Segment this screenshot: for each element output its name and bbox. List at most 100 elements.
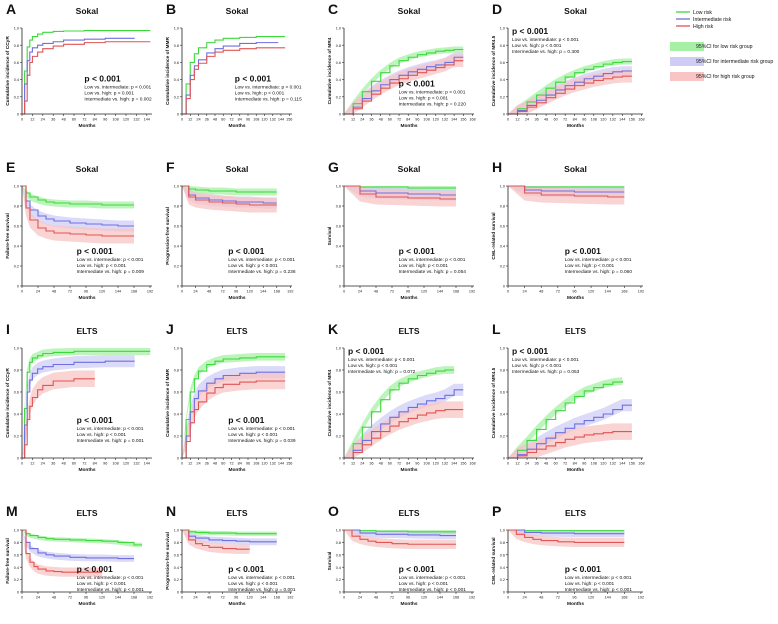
panel-letter: P (492, 503, 501, 519)
y-tick-label: 0.6 (500, 391, 505, 395)
ci-band (22, 186, 134, 209)
y-tick-label: 0 (177, 591, 179, 595)
x-tick-label: 120 (261, 118, 267, 122)
x-tick-label: 132 (270, 118, 276, 122)
y-tick-label: 0.8 (500, 541, 505, 545)
y-tick-label: 0.6 (174, 553, 179, 557)
comparison-stat: Low vs. high: p < 0.001 (77, 263, 127, 269)
y-axis-label: Cumulative incidence of MR4.5 (491, 35, 497, 106)
y-tick-label: 0.4 (500, 245, 505, 249)
ci-band (22, 370, 95, 458)
x-tick-label: 72 (390, 290, 394, 294)
panel-title: Sokal (226, 164, 249, 174)
legend-label: High risk (693, 24, 714, 30)
legend-item: 95%CI for intermediate risk group (670, 57, 773, 66)
x-tick-label: 36 (51, 462, 55, 466)
y-tick-label: 1.0 (174, 185, 179, 189)
x-tick-label: 120 (433, 462, 439, 466)
x-tick-label: 96 (234, 596, 238, 600)
comparison-stat: Intermediate vs. high: p = 0.001 (228, 587, 296, 593)
comparison-stat: Intermediate vs. high: p < 0.001 (565, 587, 633, 593)
y-axis-label: Cumulative incidence of MR4 (327, 369, 333, 436)
comparison-stat: Low vs. intermediate: p < 0.001 (77, 575, 144, 581)
x-tick-label: 156 (629, 462, 635, 466)
series-line (182, 529, 250, 550)
y-tick-label: 0.6 (174, 225, 179, 229)
x-tick-label: 24 (358, 596, 362, 600)
y-tick-label: 0.6 (336, 225, 341, 229)
x-tick-label: 156 (460, 462, 466, 466)
y-tick-label: 1.0 (500, 529, 505, 533)
y-tick-label: 0 (339, 457, 341, 461)
x-tick-label: 192 (147, 596, 153, 600)
y-tick-label: 0.2 (336, 435, 341, 439)
y-tick-label: 0.6 (14, 61, 19, 65)
y-tick-label: 0.4 (336, 413, 341, 417)
ci-band (182, 530, 250, 554)
series-line (182, 47, 286, 115)
y-tick-label: 0 (503, 591, 505, 595)
x-tick-label: 72 (556, 290, 560, 294)
y-tick-label: 0 (17, 457, 19, 461)
x-tick-label: 36 (51, 118, 55, 122)
series-line (344, 369, 455, 459)
comparison-stat: Low vs. intermediate: p < 0.001 (228, 257, 295, 263)
comparison-stat: Low vs. high: p < 0.001 (235, 90, 285, 96)
comparison-stat: Low vs. high: p < 0.001 (399, 581, 449, 587)
p-value: p < 0.001 (565, 246, 601, 256)
x-tick-label: 96 (415, 118, 419, 122)
y-tick-label: 0.8 (174, 369, 179, 373)
panel-letter: B (166, 1, 176, 17)
x-tick-label: 168 (469, 118, 475, 122)
x-tick-label: 120 (421, 596, 427, 600)
x-tick-label: 0 (343, 462, 345, 466)
x-axis-label: Months (567, 467, 584, 473)
x-tick-label: 48 (207, 290, 211, 294)
ci-band (22, 348, 151, 458)
ci-band (182, 186, 277, 213)
x-axis-label: Months (78, 467, 95, 473)
comparison-stat: Intermediate vs. high: p < 0.001 (399, 587, 467, 593)
ci-band (22, 355, 135, 458)
legend-label: Low risk (693, 10, 712, 16)
x-axis-label: Months (228, 295, 245, 301)
x-tick-label: 132 (270, 462, 276, 466)
y-tick-label: 0.4 (500, 78, 505, 82)
x-tick-label: 120 (123, 462, 129, 466)
x-tick-label: 168 (131, 596, 137, 600)
y-tick-label: 0.8 (336, 205, 341, 209)
ci-band (344, 383, 464, 458)
panel-L: L ELTS 0 0.2 0.4 0.6 0.8 1.0 0 12 24 36 48 60 72 84 96 10… (491, 321, 645, 473)
legend-label: Intermediate risk (693, 17, 732, 23)
comparison-stat: Low vs. high: p < 0.001 (228, 263, 278, 269)
x-tick-label: 0 (181, 462, 183, 466)
x-tick-label: 12 (515, 118, 519, 122)
panel-letter: H (492, 159, 502, 175)
y-axis-label: Survival (327, 227, 333, 246)
y-axis-label: Cumulative incidence of CCyR (5, 368, 11, 438)
y-tick-label: 0.8 (336, 44, 341, 48)
x-tick-label: 0 (343, 118, 345, 122)
comparison-stat: Intermediate vs. high: p = 0.039 (228, 438, 296, 444)
x-tick-label: 36 (534, 118, 538, 122)
comparison-stat: Intermediate vs. high: p = 0.009 (77, 269, 145, 275)
x-tick-label: 24 (193, 596, 197, 600)
x-tick-label: 36 (205, 462, 209, 466)
x-axis-label: Months (567, 123, 584, 129)
y-tick-label: 0.4 (174, 78, 179, 82)
y-tick-label: 0.8 (174, 205, 179, 209)
y-tick-label: 0.8 (336, 369, 341, 373)
comparison-stat: Intermediate vs. high: p = 0.072 (348, 369, 416, 375)
comparison-stat: Low vs. intermediate: p < 0.001 (399, 257, 466, 263)
series-line (508, 529, 625, 535)
series-line (22, 529, 134, 560)
y-tick-label: 0.6 (336, 391, 341, 395)
panel-J: J ELTS 0 0.2 0.4 0.6 0.8 1.0 0 12 24 36 48 60 72 84 96 10… (165, 321, 296, 473)
x-tick-label: 0 (507, 118, 509, 122)
comparison-stat: Low vs. high: p < 0.001 (512, 43, 562, 49)
y-tick-label: 0.4 (500, 413, 505, 417)
y-tick-label: 1.0 (14, 529, 19, 533)
series-line (344, 48, 464, 115)
y-tick-label: 0.8 (500, 44, 505, 48)
comparison-stat: Low vs. high: p < 0.001 (565, 581, 615, 587)
